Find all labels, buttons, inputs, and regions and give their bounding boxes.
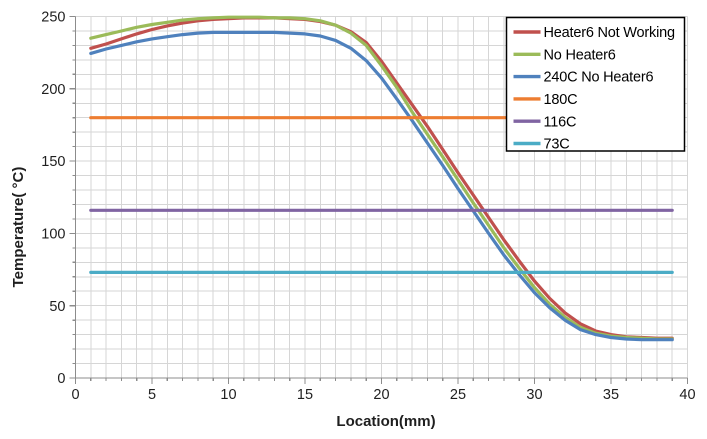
legend-entry: No Heater6 [513,47,616,63]
x-tick-label: 15 [297,387,313,403]
x-tick-label: 30 [526,387,542,403]
x-tick-label: 35 [603,387,619,403]
y-axis-title: Temperature( °C) [10,167,27,288]
legend-entry: 73C [513,137,570,153]
series-heater6-not-working [89,16,674,340]
y-tick-label: 50 [49,299,65,315]
legend-entry: 116C [513,114,577,130]
x-tick-label: 20 [373,387,389,403]
y-tick-label: 200 [41,82,65,98]
tick-labels: 0 5 10 15 20 25 30 35 40 0 50 100 150 200 250 [41,10,695,403]
legend: Heater6 Not Working No Heater6 240C No Hea… [505,16,686,153]
y-tick-label: 150 [41,154,65,170]
legend-label: Heater6 Not Working [544,25,675,41]
legend-label: 116C [544,114,577,130]
legend-label: No Heater6 [544,47,616,63]
series-240c-no-heater6 [89,30,674,342]
series-no-heater6 [89,15,674,341]
legend-label: 240C No Heater6 [544,70,654,86]
legend-entry: 180C [513,92,578,108]
x-axis-title: Location(mm) [336,413,435,430]
legend-label: 73C [544,137,570,153]
y-tick-label: 250 [41,10,65,26]
legend-label: 180C [544,92,578,108]
x-tick-label: 5 [148,387,156,403]
y-tick-label: 0 [57,371,65,387]
legend-entry: Heater6 Not Working [513,25,675,41]
x-tick-label: 10 [220,387,236,403]
legend-box [505,16,686,152]
gridlines [75,16,688,379]
x-tick-label: 25 [450,387,466,403]
x-tick-label: 0 [71,387,79,403]
x-tick-label: 40 [679,387,695,403]
y-tick-label: 100 [41,226,65,242]
axes [69,15,689,384]
legend-entry: 240C No Heater6 [513,70,654,86]
